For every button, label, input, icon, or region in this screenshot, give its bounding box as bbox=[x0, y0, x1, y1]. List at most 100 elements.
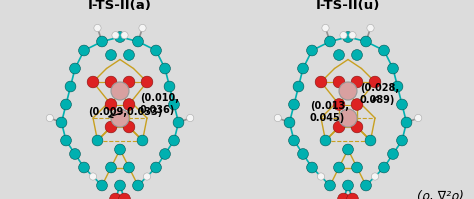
Circle shape bbox=[333, 121, 345, 133]
Circle shape bbox=[372, 173, 379, 180]
Circle shape bbox=[339, 109, 357, 127]
Circle shape bbox=[94, 24, 101, 32]
Circle shape bbox=[151, 162, 162, 173]
Circle shape bbox=[79, 162, 90, 173]
Circle shape bbox=[79, 45, 90, 56]
Circle shape bbox=[333, 99, 345, 110]
Circle shape bbox=[361, 180, 372, 191]
Circle shape bbox=[349, 32, 356, 39]
Circle shape bbox=[87, 76, 99, 88]
Circle shape bbox=[334, 50, 345, 60]
Circle shape bbox=[307, 162, 318, 173]
Circle shape bbox=[289, 99, 300, 110]
Circle shape bbox=[187, 114, 194, 122]
Circle shape bbox=[365, 135, 376, 146]
Circle shape bbox=[46, 114, 54, 122]
Circle shape bbox=[124, 162, 135, 173]
Circle shape bbox=[56, 117, 67, 128]
Circle shape bbox=[105, 121, 117, 133]
Circle shape bbox=[274, 114, 282, 122]
Circle shape bbox=[106, 50, 117, 60]
Circle shape bbox=[320, 135, 331, 146]
Circle shape bbox=[169, 99, 179, 110]
Circle shape bbox=[105, 76, 117, 88]
Circle shape bbox=[351, 99, 363, 110]
Circle shape bbox=[105, 99, 117, 110]
Circle shape bbox=[397, 99, 407, 110]
Circle shape bbox=[133, 36, 144, 47]
Circle shape bbox=[123, 76, 135, 88]
Circle shape bbox=[121, 32, 128, 39]
Circle shape bbox=[164, 81, 175, 92]
Circle shape bbox=[351, 121, 363, 133]
Circle shape bbox=[97, 36, 108, 47]
Circle shape bbox=[388, 63, 399, 74]
Circle shape bbox=[367, 24, 374, 32]
Circle shape bbox=[333, 76, 345, 88]
Text: (0.013,
0.045): (0.013, 0.045) bbox=[310, 101, 349, 123]
Circle shape bbox=[325, 180, 336, 191]
Circle shape bbox=[315, 76, 327, 88]
Circle shape bbox=[379, 162, 390, 173]
Circle shape bbox=[118, 193, 130, 199]
Circle shape bbox=[318, 173, 325, 180]
Circle shape bbox=[339, 82, 357, 100]
Circle shape bbox=[123, 99, 135, 110]
Circle shape bbox=[90, 173, 97, 180]
Circle shape bbox=[65, 81, 76, 92]
Circle shape bbox=[111, 109, 129, 127]
Circle shape bbox=[322, 24, 329, 32]
Circle shape bbox=[97, 180, 108, 191]
Circle shape bbox=[351, 76, 363, 88]
Circle shape bbox=[169, 135, 179, 146]
Circle shape bbox=[160, 63, 170, 74]
Circle shape bbox=[343, 180, 354, 191]
Circle shape bbox=[337, 193, 349, 199]
Circle shape bbox=[115, 144, 126, 155]
Circle shape bbox=[111, 82, 129, 100]
Circle shape bbox=[343, 144, 354, 155]
Circle shape bbox=[352, 162, 363, 173]
Text: I-TS-II(u): I-TS-II(u) bbox=[316, 0, 380, 12]
Circle shape bbox=[106, 162, 117, 173]
Circle shape bbox=[173, 117, 184, 128]
Circle shape bbox=[124, 50, 135, 60]
Circle shape bbox=[392, 81, 403, 92]
Circle shape bbox=[70, 63, 81, 74]
Circle shape bbox=[397, 135, 407, 146]
Circle shape bbox=[123, 121, 135, 133]
Circle shape bbox=[284, 117, 295, 128]
Circle shape bbox=[415, 114, 422, 122]
Circle shape bbox=[401, 117, 412, 128]
Circle shape bbox=[144, 173, 151, 180]
Text: (0.009,0.033): (0.009,0.033) bbox=[88, 107, 162, 118]
Circle shape bbox=[109, 193, 121, 199]
Circle shape bbox=[289, 135, 300, 146]
Circle shape bbox=[115, 32, 126, 42]
Circle shape bbox=[137, 135, 148, 146]
Circle shape bbox=[293, 81, 304, 92]
Circle shape bbox=[307, 45, 318, 56]
Circle shape bbox=[61, 99, 72, 110]
Circle shape bbox=[361, 36, 372, 47]
Circle shape bbox=[369, 76, 381, 88]
Circle shape bbox=[92, 135, 103, 146]
Circle shape bbox=[139, 24, 146, 32]
Circle shape bbox=[346, 193, 358, 199]
Circle shape bbox=[115, 180, 126, 191]
Circle shape bbox=[352, 50, 363, 60]
Text: (0.028,
0.089): (0.028, 0.089) bbox=[360, 83, 399, 105]
Circle shape bbox=[151, 45, 162, 56]
Circle shape bbox=[325, 36, 336, 47]
Circle shape bbox=[343, 32, 354, 42]
Circle shape bbox=[61, 135, 72, 146]
Text: (0.010,
0.036): (0.010, 0.036) bbox=[140, 93, 179, 115]
Circle shape bbox=[388, 149, 399, 159]
Circle shape bbox=[379, 45, 390, 56]
Circle shape bbox=[160, 149, 170, 159]
Circle shape bbox=[112, 32, 119, 39]
Circle shape bbox=[298, 149, 309, 159]
Circle shape bbox=[340, 32, 347, 39]
Text: I-TS-II(a): I-TS-II(a) bbox=[88, 0, 152, 12]
Circle shape bbox=[133, 180, 144, 191]
